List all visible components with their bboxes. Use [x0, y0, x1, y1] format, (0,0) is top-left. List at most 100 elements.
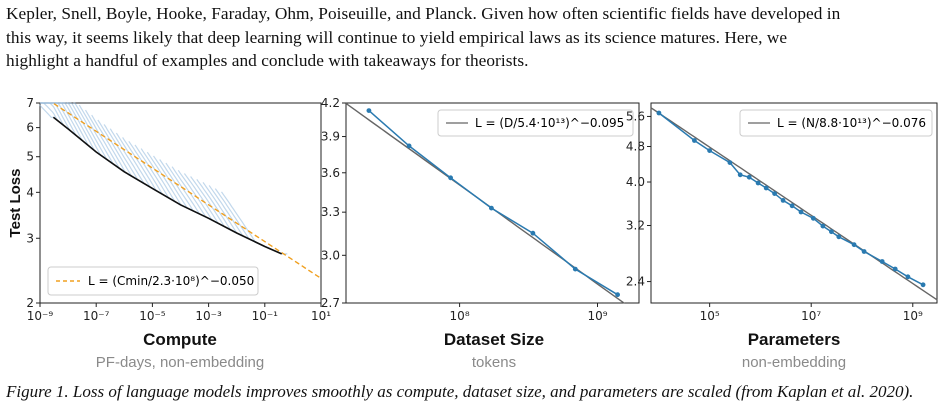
x-tick-label: 10⁻⁹: [27, 309, 54, 323]
series-point: [829, 229, 834, 235]
dataset-legend: L = (D/5.4·10¹³)^−0.095: [437, 109, 634, 137]
series-point: [780, 198, 786, 203]
x-tick-label: 10¹: [311, 309, 331, 323]
series-point: [737, 172, 743, 178]
y-tick-label: 7: [26, 96, 34, 110]
y-tick-label: 6: [26, 121, 34, 135]
dataset-panel: 10⁸ 10⁹ 2.7 3.0 3.3 3.6 3.9 4.2 L = (D/5.4·10¹…: [321, 96, 640, 371]
compute-panel: 10⁻⁹ 10⁻⁷ 10⁻⁵ 10⁻³ 10⁻¹ 10¹ 2 3 4 5 6 7 Test Loss…: [7, 96, 331, 371]
series-point: [489, 205, 494, 211]
compute-legend-label: L = (Cmin/2.3·10⁸)^−0.050: [88, 274, 254, 288]
series-line: [658, 112, 924, 286]
parameters-x-ticks: 10⁵ 10⁷ 10⁹: [700, 303, 923, 323]
y-tick-label: 3.6: [321, 166, 340, 180]
series-point: [836, 234, 842, 240]
paragraph-line-1: Kepler, Snell, Boyle, Hooke, Faraday, Oh…: [6, 4, 841, 23]
series-point: [406, 143, 412, 149]
series-point: [656, 110, 662, 116]
training-curve: [134, 144, 201, 216]
dataset-series: [366, 108, 620, 298]
test-loss-axis-label: Test Loss: [7, 169, 24, 238]
x-tick-label: 10⁹: [587, 309, 607, 323]
training-curve: [128, 140, 195, 213]
parameters-series: [656, 110, 926, 288]
compute-x-ticks: 10⁻⁹ 10⁻⁷ 10⁻⁵ 10⁻³ 10⁻¹ 10¹: [27, 303, 331, 323]
y-tick-label: 2.7: [321, 296, 340, 310]
fit-line: [650, 107, 938, 301]
x-tick-label: 10⁻¹: [252, 309, 279, 323]
x-tick-label: 10⁻⁷: [83, 309, 110, 323]
parameters-axis-sublabel: non-embedding: [742, 354, 846, 371]
y-tick-label: 4.8: [626, 139, 645, 153]
series-point: [861, 249, 867, 254]
y-tick-label: 3.0: [321, 248, 340, 262]
y-tick-label: 3.9: [321, 130, 340, 144]
compute-plot-frame: [39, 102, 322, 304]
series-point: [746, 174, 752, 180]
parameters-legend-label: L = (N/8.8·10¹³)^−0.076: [777, 116, 926, 130]
y-tick-label: 3.3: [321, 205, 340, 219]
dataset-x-ticks: 10⁸ 10⁹: [450, 303, 608, 323]
x-tick-label: 10⁻³: [195, 309, 222, 323]
y-tick-label: 2.4: [626, 275, 645, 289]
series-point: [851, 242, 857, 248]
series-point: [763, 185, 769, 191]
series-point: [789, 203, 795, 209]
x-tick-label: 10⁸: [450, 309, 470, 323]
x-tick-label: 10⁹: [903, 309, 923, 323]
compute-legend: L = (Cmin/2.3·10⁸)^−0.050: [47, 266, 259, 296]
paragraph-line-2: this way, it seems likely that deep lear…: [6, 27, 788, 47]
parameters-plot-frame: [650, 102, 938, 304]
training-curve: [122, 137, 189, 210]
series-point: [820, 223, 826, 229]
series-point: [798, 209, 804, 215]
training-curve: [221, 191, 288, 255]
series-point: [810, 215, 816, 221]
series-point: [572, 266, 578, 272]
x-tick-label: 10⁻⁵: [139, 309, 166, 323]
series-point: [692, 138, 697, 143]
y-tick-label: 2: [26, 296, 34, 310]
series-point: [615, 292, 620, 298]
series-line: [368, 110, 618, 296]
y-tick-label: 3.2: [626, 219, 645, 233]
y-tick-label: 4.0: [626, 175, 645, 189]
x-tick-label: 10⁵: [700, 309, 720, 323]
parameters-y-ticks: 2.4 3.2 4.0 4.8 5.6: [626, 109, 651, 289]
series-point: [707, 148, 712, 154]
compute-axis-label: Compute: [143, 330, 217, 349]
y-tick-label: 3: [26, 231, 34, 245]
dataset-axis-label: Dataset Size: [444, 330, 544, 349]
dataset-legend-label: L = (D/5.4·10¹³)^−0.095: [475, 116, 624, 130]
parameters-fit-line: [650, 107, 938, 301]
frontier-line: [52, 116, 283, 255]
fit-line: [53, 103, 322, 279]
series-point: [755, 180, 761, 186]
series-point: [892, 266, 898, 272]
parameters-axis-label: Parameters: [748, 330, 841, 349]
compute-fit-line: [53, 103, 322, 279]
series-point: [727, 160, 733, 166]
y-tick-label: 4.2: [321, 96, 340, 110]
figure-caption-fragment: Figure 1. Loss of language models improv…: [6, 382, 914, 401]
series-point: [879, 259, 885, 264]
parameters-legend: L = (N/8.8·10¹³)^−0.076: [739, 109, 933, 137]
dataset-axis-sublabel: tokens: [472, 354, 516, 371]
series-point: [905, 274, 911, 280]
y-tick-label: 5: [26, 150, 34, 164]
compute-axis-sublabel: PF-days, non-embedding: [96, 354, 264, 371]
y-tick-label: 5.6: [626, 109, 645, 123]
parameters-panel: 10⁵ 10⁷ 10⁹ 2.4 3.2 4.0 4.8 5.6 L = (N/8.8·10¹…: [626, 102, 938, 371]
series-point: [366, 108, 372, 113]
series-point: [772, 191, 777, 197]
body-paragraph: Kepler, Snell, Boyle, Hooke, Faraday, Oh…: [6, 2, 946, 73]
series-point: [448, 175, 453, 181]
y-tick-label: 4: [26, 185, 34, 199]
paragraph-line-3: highlight a handful of examples and conc…: [6, 51, 529, 70]
x-tick-label: 10⁷: [801, 309, 821, 323]
series-point: [530, 230, 536, 236]
compute-frontier: [52, 116, 283, 255]
series-point: [920, 282, 926, 288]
compute-y-ticks: 2 3 4 5 6 7: [26, 96, 40, 310]
